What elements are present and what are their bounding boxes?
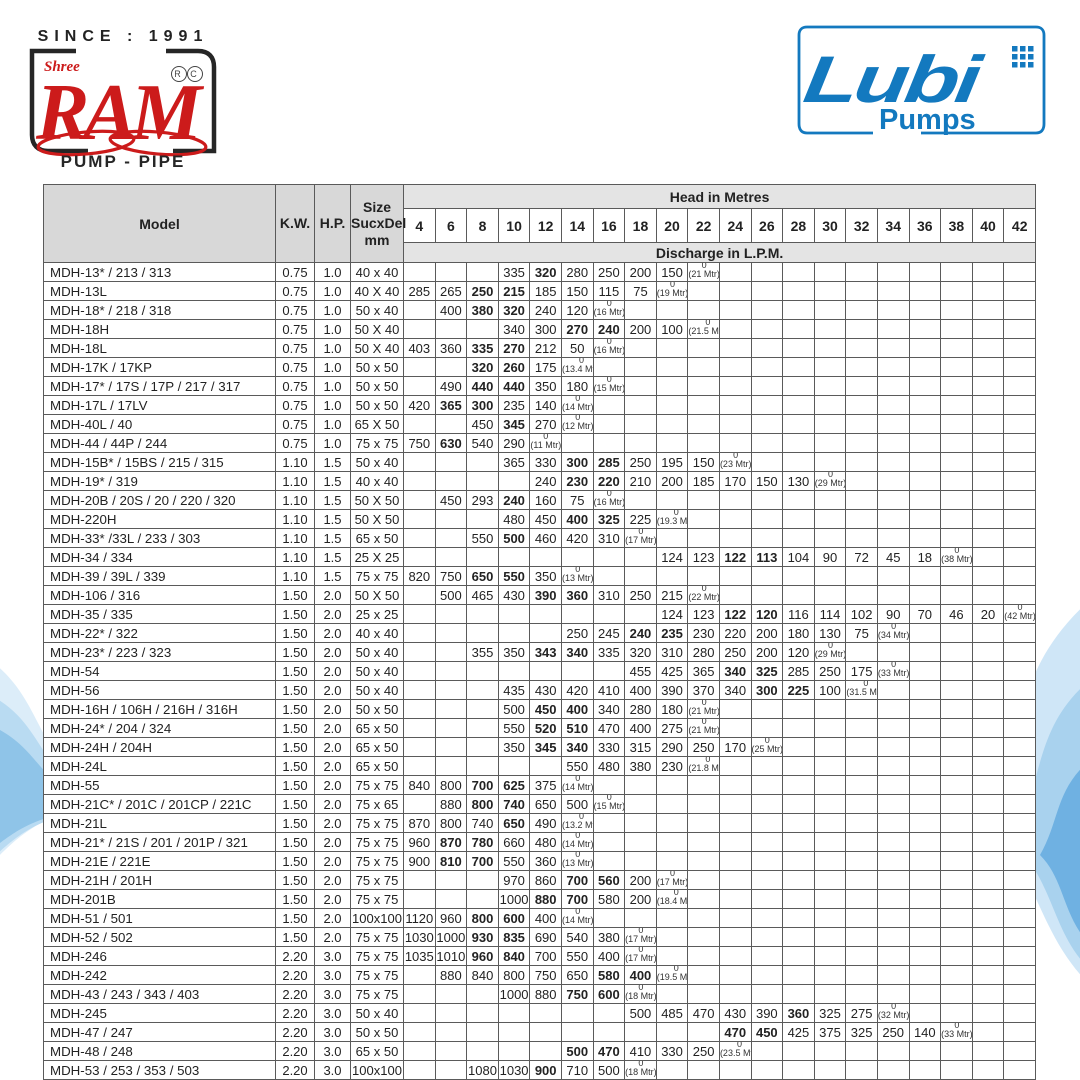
svg-text:RAM: RAM [35, 69, 205, 157]
svg-text:Pumps: Pumps [879, 104, 976, 136]
